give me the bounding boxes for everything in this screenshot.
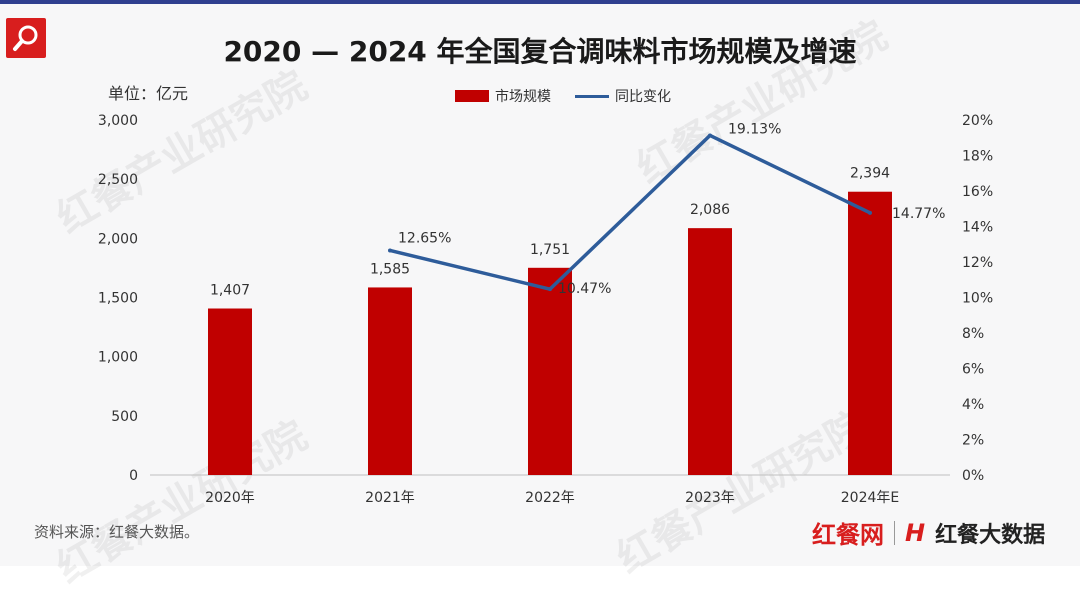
- chart-plot: 0 500 1,000 1,500 2,000 2,500 3,000 0% 2% 4% 6% 8% 1…: [98, 113, 993, 506]
- growth-point: [868, 210, 872, 215]
- legend-bar-swatch: [455, 90, 489, 102]
- bar: [848, 191, 892, 475]
- brand-separator: [894, 520, 895, 545]
- y-tick-label: 0: [129, 468, 138, 484]
- y-tick-label: 2,000: [98, 231, 138, 247]
- bar: [688, 228, 732, 475]
- source-note: 资料来源：红餐大数据。: [34, 523, 200, 541]
- y-tick-label: 2,500: [98, 172, 138, 188]
- growth-point: [388, 248, 392, 253]
- y2-tick-label: 16%: [962, 184, 993, 200]
- bar-value-label: 1,585: [370, 261, 410, 277]
- y2-tick-label: 18%: [962, 149, 993, 165]
- brand-mark-icon: H: [905, 518, 926, 547]
- y2-tick-label: 8%: [962, 326, 984, 342]
- x-tick-label: 2020年: [205, 490, 255, 506]
- y2-tick-label: 6%: [962, 362, 984, 378]
- legend-line-label: 同比变化: [615, 89, 671, 105]
- brand-bigdata-logo: 红餐大数据: [935, 522, 1046, 548]
- growth-value-label: 12.65%: [398, 230, 451, 246]
- legend: 市场规模 同比变化: [455, 86, 671, 106]
- x-tick-label: 2023年: [685, 490, 735, 506]
- bar: [208, 308, 252, 475]
- legend-bar-label: 市场规模: [495, 89, 551, 105]
- unit-label: 单位：亿元: [108, 84, 189, 103]
- y2-tick-label: 10%: [962, 291, 993, 307]
- bar: [368, 287, 412, 475]
- x-tick-label: 2022年: [525, 490, 575, 506]
- x-tick-label: 2021年: [365, 490, 415, 506]
- y-tick-label: 1,000: [98, 350, 138, 366]
- y2-tick-label: 0%: [962, 468, 984, 484]
- magnifier-icon: [13, 25, 38, 51]
- bar-value-label: 2,086: [690, 202, 730, 218]
- y2-tick-label: 20%: [962, 113, 993, 129]
- brand-footer: 红餐网 H 红餐大数据: [812, 515, 1045, 550]
- y-tick-label: 3,000: [98, 113, 138, 129]
- growth-point: [548, 287, 552, 292]
- x-tick-label: 2024年E: [841, 490, 899, 506]
- bar-value-label: 1,407: [210, 283, 250, 299]
- chart-title: 2020 — 2024 年全国复合调味料市场规模及增速: [223, 35, 857, 68]
- top-accent-bar: [0, 0, 1080, 4]
- search-logo-icon: [6, 18, 46, 58]
- bar-value-label: 1,751: [530, 242, 570, 258]
- y2-tick-label: 2%: [962, 433, 984, 449]
- y2-tick-label: 14%: [962, 220, 993, 236]
- bar-value-label: 2,394: [850, 166, 890, 182]
- growth-line: [389, 133, 871, 291]
- growth-value-label: 14.77%: [892, 206, 945, 222]
- y2-tick-label: 4%: [962, 397, 984, 413]
- growth-point: [708, 133, 712, 138]
- y-tick-label: 500: [111, 409, 138, 425]
- y-tick-label: 1,500: [98, 291, 138, 307]
- brand-hongcan-logo: 红餐网: [812, 521, 884, 549]
- legend-line-swatch: [575, 94, 609, 98]
- growth-value-label: 19.13%: [728, 121, 781, 137]
- y2-tick-label: 12%: [962, 255, 993, 271]
- bar: [528, 267, 572, 475]
- growth-value-label: 10.47%: [558, 281, 611, 297]
